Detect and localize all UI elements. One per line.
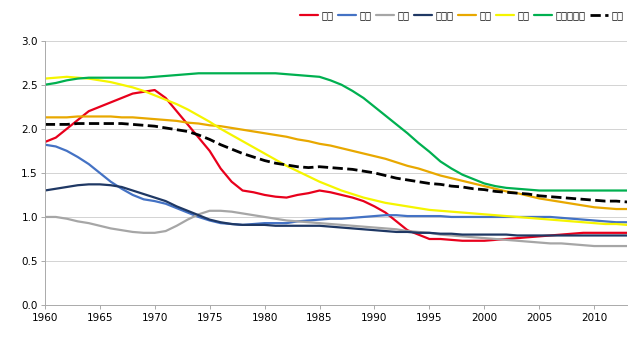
欧元区	[151, 196, 159, 200]
印度	[74, 115, 82, 119]
Line: 美国: 美国	[45, 145, 627, 225]
中国	[41, 140, 49, 144]
巴西	[272, 158, 280, 162]
全球	[404, 178, 412, 182]
日本	[272, 217, 280, 221]
中东及北非	[41, 83, 49, 87]
美国	[371, 214, 378, 218]
Line: 印度: 印度	[45, 117, 627, 209]
中东及北非	[272, 71, 280, 75]
印度	[404, 164, 412, 168]
印度	[272, 133, 280, 137]
欧元区	[404, 230, 412, 234]
中东及北非	[404, 131, 412, 135]
欧元区	[447, 232, 455, 236]
美国	[41, 143, 49, 147]
印度	[447, 176, 455, 180]
中东及北非	[536, 188, 543, 193]
中国	[458, 239, 466, 243]
日本	[392, 227, 400, 231]
中东及北非	[140, 76, 148, 80]
中东及北非	[195, 71, 202, 75]
日本	[623, 244, 631, 248]
全球	[272, 161, 280, 165]
巴西	[623, 223, 631, 227]
巴西	[63, 75, 70, 79]
Line: 中国: 中国	[45, 90, 627, 241]
欧元区	[371, 228, 378, 232]
中东及北非	[623, 188, 631, 193]
欧元区	[392, 230, 400, 234]
全球	[447, 184, 455, 188]
全球	[41, 122, 49, 126]
日本	[371, 225, 378, 230]
巴西	[404, 204, 412, 208]
日本	[447, 234, 455, 238]
欧元区	[513, 234, 521, 238]
中国	[140, 90, 148, 94]
巴西	[151, 93, 159, 97]
中国	[151, 88, 159, 92]
中东及北非	[447, 166, 455, 171]
印度	[151, 117, 159, 121]
Legend: 中国, 美国, 日本, 欧元区, 印度, 巴西, 中东及北非, 全球: 中国, 美国, 日本, 欧元区, 印度, 巴西, 中东及北非, 全球	[296, 6, 627, 24]
巴西	[371, 198, 378, 202]
Line: 中东及北非: 中东及北非	[45, 73, 627, 191]
Line: 全球: 全球	[45, 123, 627, 202]
全球	[74, 121, 82, 125]
中东及北非	[371, 105, 378, 109]
美国	[140, 197, 148, 201]
印度	[623, 207, 631, 211]
日本	[140, 231, 148, 235]
日本	[41, 215, 49, 219]
欧元区	[85, 182, 93, 186]
美国	[447, 215, 455, 219]
中国	[392, 219, 400, 223]
巴西	[447, 210, 455, 214]
中国	[272, 195, 280, 199]
中国	[623, 231, 631, 235]
印度	[612, 207, 620, 211]
Line: 欧元区: 欧元区	[45, 184, 627, 236]
欧元区	[272, 224, 280, 228]
全球	[151, 124, 159, 128]
美国	[623, 220, 631, 224]
Line: 日本: 日本	[45, 211, 627, 246]
中国	[371, 204, 378, 208]
日本	[404, 229, 412, 233]
欧元区	[41, 188, 49, 193]
美国	[239, 223, 246, 227]
全球	[623, 200, 631, 204]
全球	[392, 176, 400, 180]
美国	[392, 213, 400, 217]
欧元区	[623, 234, 631, 238]
巴西	[392, 203, 400, 207]
印度	[371, 154, 378, 158]
中国	[404, 228, 412, 232]
日本	[590, 244, 598, 248]
美国	[404, 214, 412, 218]
印度	[41, 115, 49, 119]
中东及北非	[392, 122, 400, 126]
Line: 巴西: 巴西	[45, 77, 627, 225]
中国	[447, 238, 455, 242]
印度	[392, 160, 400, 164]
日本	[206, 209, 214, 213]
美国	[272, 221, 280, 225]
全球	[371, 171, 378, 175]
巴西	[41, 77, 49, 81]
